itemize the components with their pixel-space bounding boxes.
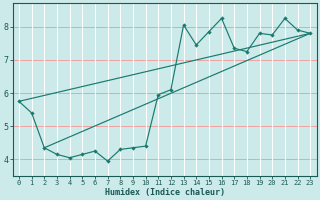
X-axis label: Humidex (Indice chaleur): Humidex (Indice chaleur) [105,188,225,197]
